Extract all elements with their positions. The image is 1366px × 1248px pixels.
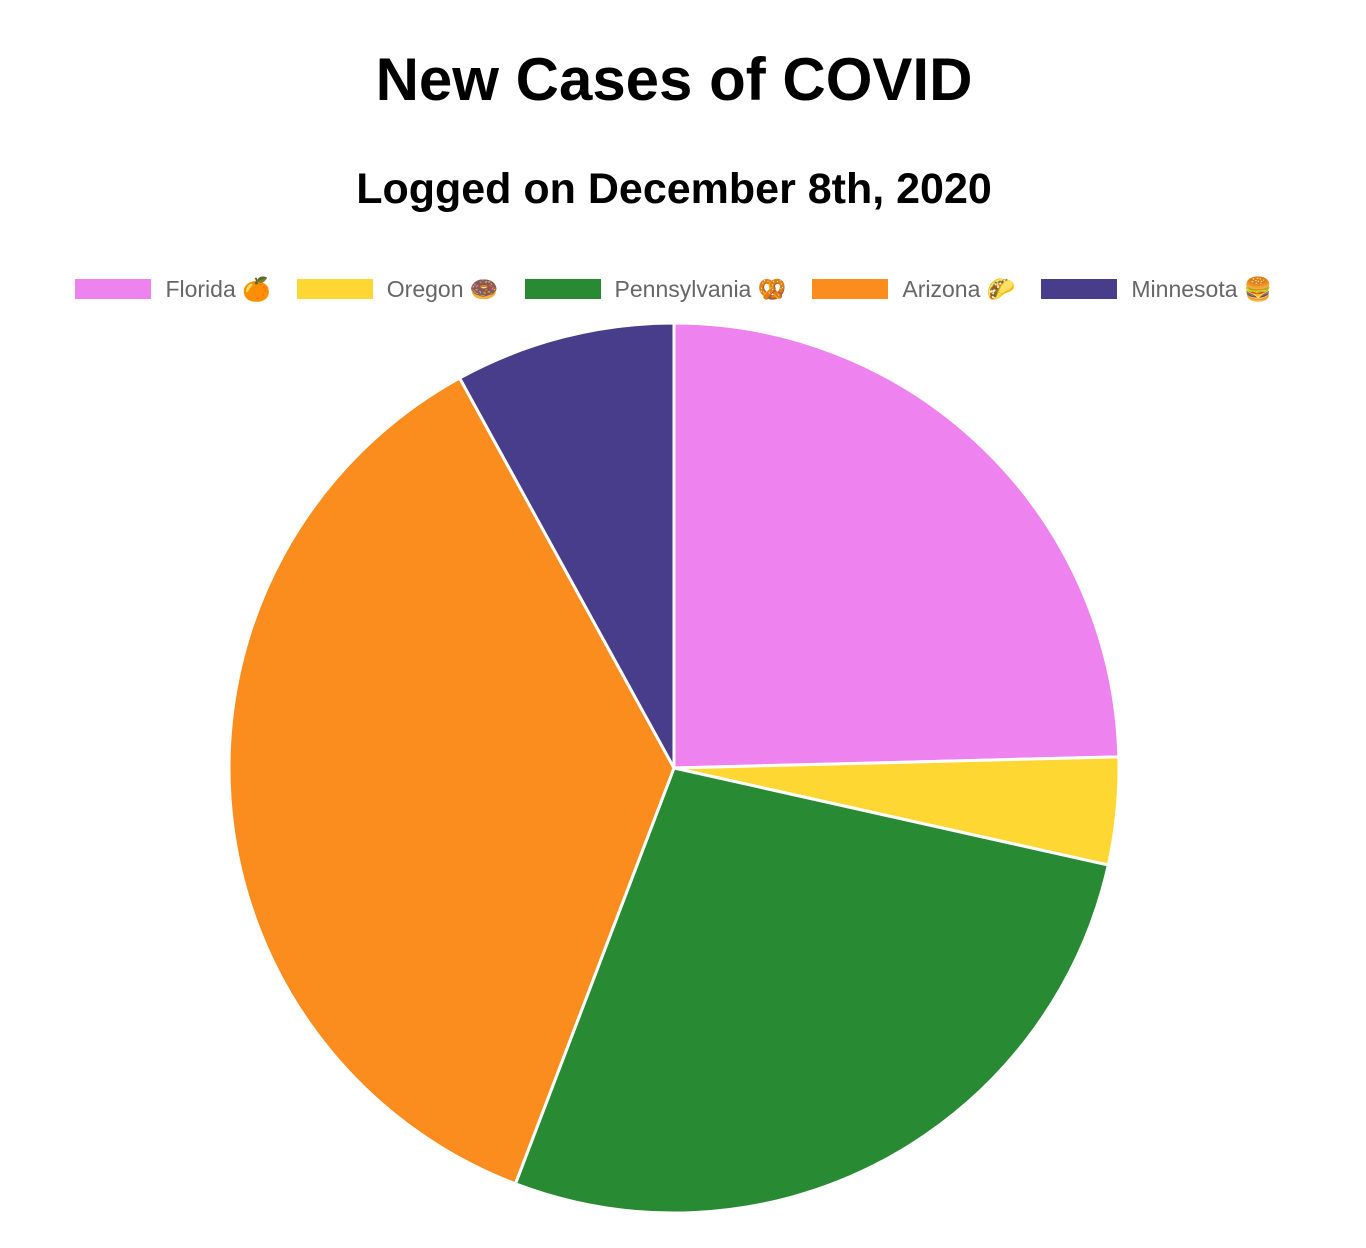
legend-item-florida[interactable]: Florida 🍊 xyxy=(75,275,271,303)
legend-label-oregon: Oregon 🍩 xyxy=(386,275,499,302)
legend-swatch-oregon xyxy=(296,279,373,299)
legend-label-pennsylvania: Pennsylvania 🥨 xyxy=(614,275,787,302)
chart-title: New Cases of COVID xyxy=(375,46,973,113)
legend-item-arizona[interactable]: Arizona 🌮 xyxy=(812,276,1015,303)
legend-swatch-minnesota xyxy=(1041,279,1118,299)
legend-swatch-pennsylvania xyxy=(524,279,601,299)
chart-legend: Florida 🍊 Oregon 🍩 Pennsylvania 🥨 Arizon… xyxy=(0,274,1348,304)
chart-subtitle: Logged on December 8th, 2020 xyxy=(356,165,992,213)
legend-item-oregon[interactable]: Oregon 🍩 xyxy=(296,275,499,303)
pie-slice-minnesota[interactable] xyxy=(458,321,676,770)
legend-label-florida: Florida 🍊 xyxy=(165,275,271,302)
pie-slice-pennsylvania[interactable] xyxy=(513,766,1110,1215)
legend-item-pennsylvania[interactable]: Pennsylvania 🥨 xyxy=(524,275,787,303)
pie-slice-arizona[interactable] xyxy=(227,376,676,1186)
legend-label-arizona: Arizona 🌮 xyxy=(902,275,1016,302)
legend-swatch-arizona xyxy=(812,279,889,299)
pie-slice-florida[interactable] xyxy=(672,321,1121,770)
legend-item-minnesota[interactable]: Minnesota 🍔 xyxy=(1041,275,1273,303)
legend-swatch-florida xyxy=(75,279,152,299)
pie-slices xyxy=(227,321,1121,1215)
legend-label-minnesota: Minnesota 🍔 xyxy=(1131,275,1273,302)
